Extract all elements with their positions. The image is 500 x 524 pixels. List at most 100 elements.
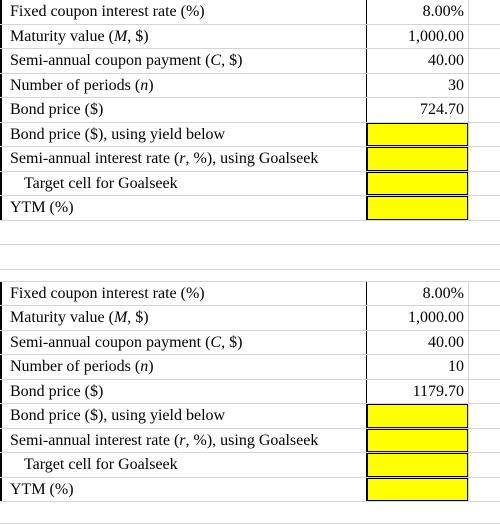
input-cell[interactable] [367, 147, 468, 171]
label-text: Semi-annual interest rate ( [10, 150, 180, 167]
label-cell[interactable]: Maturity value (M, $) [0, 24, 367, 48]
empty-cell[interactable] [468, 98, 500, 122]
empty-cell[interactable] [468, 122, 500, 146]
row-maturity-value: Maturity value (M, $) 1,000.00 [0, 24, 500, 49]
input-cell[interactable] [367, 428, 468, 452]
empty-cell[interactable] [468, 73, 500, 97]
empty-cell[interactable] [468, 49, 500, 73]
variable-symbol: n [140, 358, 149, 375]
empty-cell[interactable] [468, 477, 500, 501]
label-cell[interactable]: Fixed coupon interest rate (%) [0, 0, 367, 24]
label-text: , $) [221, 52, 243, 69]
label-text: ) [148, 358, 154, 375]
empty-cell[interactable] [468, 355, 500, 379]
label-cell[interactable]: Fixed coupon interest rate (%) [0, 281, 367, 305]
label-text: YTM (%) [10, 480, 74, 498]
row-bond-price: Bond price ($) 1179.70 [0, 379, 500, 404]
variable-symbol: C [210, 52, 222, 69]
label-text: Bond price ($) [10, 101, 104, 118]
input-cell[interactable] [367, 122, 468, 146]
value-cell[interactable]: 30 [448, 76, 464, 94]
empty-cell[interactable] [468, 24, 500, 48]
row-maturity-value: Maturity value (M, $) 1,000.00 [0, 306, 500, 331]
label-text: Maturity value ( [10, 27, 114, 45]
row-ytm: YTM (%) [0, 477, 500, 502]
row-number-of-periods: Number of periods (n) 30 [0, 73, 500, 98]
empty-cell[interactable] [468, 171, 500, 195]
row-coupon-rate: Fixed coupon interest rate (%) 8.00% [0, 281, 500, 306]
input-cell[interactable] [367, 404, 468, 428]
row-bond-price: Bond price ($) 724.70 [0, 98, 500, 123]
blank-row[interactable] [0, 245, 500, 270]
label-text: Fixed coupon interest rate (%) [10, 3, 205, 20]
label-cell[interactable]: Bond price ($) [0, 379, 367, 403]
row-bond-price-using-yield: Bond price ($), using yield below [0, 404, 500, 429]
blank-row[interactable] [0, 270, 500, 282]
label-cell[interactable]: Number of periods (n) [0, 73, 367, 97]
label-cell[interactable]: Semi-annual interest rate (r, %), using … [0, 147, 367, 171]
label-cell[interactable]: Semi-annual interest rate (r, %), using … [0, 428, 367, 452]
value-cell[interactable]: 40.00 [428, 333, 464, 351]
empty-cell[interactable] [468, 330, 500, 354]
label-text: Bond price ($), using yield below [10, 407, 226, 424]
input-cell[interactable] [367, 171, 468, 195]
label-cell[interactable]: Bond price ($), using yield below [0, 122, 367, 146]
label-text: Target cell for Goalseek [24, 174, 178, 192]
value-cell[interactable]: 10 [448, 358, 464, 375]
row-coupon-payment: Semi-annual coupon payment (C, $) 40.00 [0, 330, 500, 355]
empty-cell[interactable] [468, 404, 500, 428]
value-cell[interactable]: 40.00 [428, 52, 464, 69]
empty-cell[interactable] [468, 0, 500, 24]
label-text: Semi-annual coupon payment ( [10, 52, 211, 69]
label-cell[interactable]: Target cell for Goalseek [0, 453, 367, 477]
blank-row[interactable] [0, 221, 500, 245]
label-text: , $) [127, 309, 149, 326]
label-cell[interactable]: YTM (%) [0, 477, 367, 501]
empty-cell[interactable] [468, 281, 500, 305]
empty-cell[interactable] [468, 147, 500, 171]
label-cell[interactable]: Maturity value (M, $) [0, 306, 367, 330]
label-text: Bond price ($), using yield below [10, 125, 226, 143]
label-cell[interactable]: Target cell for Goalseek [0, 171, 367, 195]
label-text: , $) [221, 333, 243, 351]
value-cell[interactable]: 1179.70 [412, 382, 464, 400]
label-text: , %), using Goalseek [185, 431, 319, 449]
label-cell[interactable]: Semi-annual coupon payment (C, $) [0, 330, 367, 354]
variable-symbol: n [140, 76, 149, 94]
label-cell[interactable]: Bond price ($) [0, 98, 367, 122]
variable-symbol: r [179, 431, 186, 449]
label-cell[interactable]: Semi-annual coupon payment (C, $) [0, 49, 367, 73]
label-cell[interactable]: Bond price ($), using yield below [0, 404, 367, 428]
label-cell[interactable]: Number of periods (n) [0, 355, 367, 379]
row-coupon-payment: Semi-annual coupon payment (C, $) 40.00 [0, 49, 500, 74]
input-cell[interactable] [367, 453, 468, 477]
label-text: Number of periods ( [10, 358, 141, 375]
blank-row[interactable] [0, 502, 500, 524]
value-cell[interactable]: 1,000.00 [408, 27, 464, 45]
label-text: YTM (%) [10, 199, 74, 216]
variable-symbol: r [179, 150, 186, 167]
label-cell[interactable]: YTM (%) [0, 196, 367, 220]
variable-symbol: C [210, 333, 222, 351]
input-cell[interactable] [367, 196, 468, 220]
value-cell[interactable]: 1,000.00 [408, 309, 464, 326]
value-cell[interactable]: 8.00% [422, 3, 464, 20]
label-text: Maturity value ( [10, 309, 114, 326]
empty-cell[interactable] [468, 428, 500, 452]
value-cell[interactable]: 8.00% [422, 284, 464, 302]
label-text: Target cell for Goalseek [24, 456, 178, 473]
empty-cell[interactable] [468, 306, 500, 330]
value-cell[interactable]: 724.70 [420, 101, 464, 118]
input-cell[interactable] [367, 477, 468, 501]
row-semi-annual-rate: Semi-annual interest rate (r, %), using … [0, 428, 500, 453]
label-text: , %), using Goalseek [185, 150, 319, 167]
row-target-cell: Target cell for Goalseek [0, 171, 500, 196]
label-text: Semi-annual coupon payment ( [10, 333, 211, 351]
empty-cell[interactable] [468, 379, 500, 403]
row-bond-price-using-yield: Bond price ($), using yield below [0, 122, 500, 147]
label-text: , $) [127, 27, 149, 45]
empty-cell[interactable] [468, 196, 500, 220]
row-semi-annual-rate: Semi-annual interest rate (r, %), using … [0, 147, 500, 172]
empty-cell[interactable] [468, 453, 500, 477]
